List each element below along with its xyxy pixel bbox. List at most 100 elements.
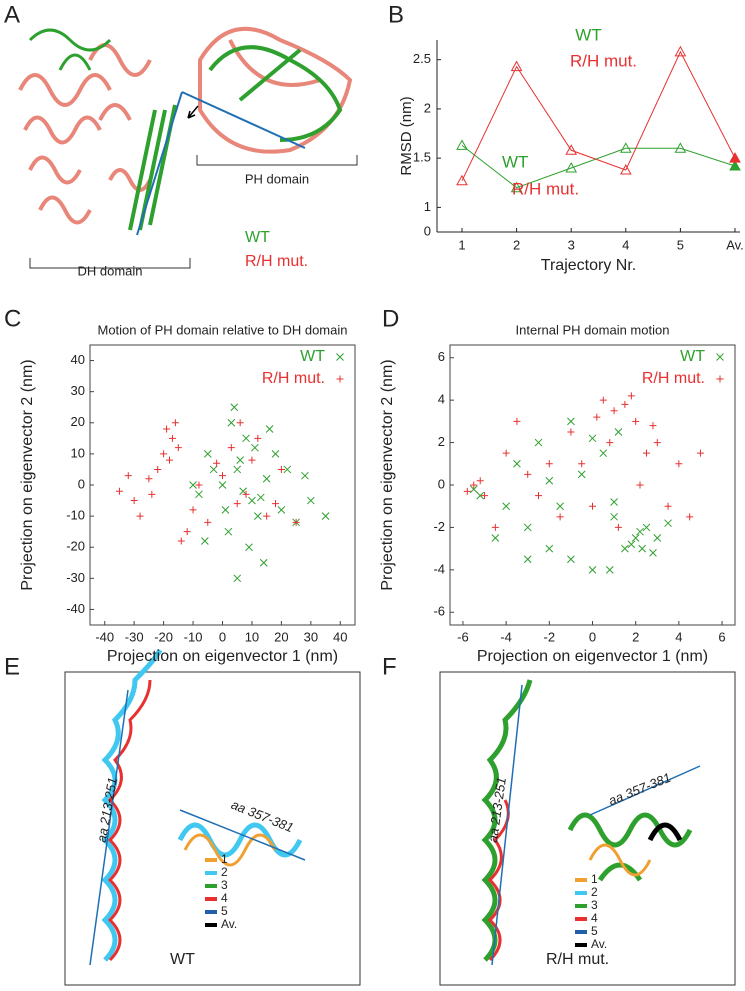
scatter-point (218, 481, 227, 489)
y-axis-label: Projection on eigenvector 2 (nm) (379, 359, 396, 590)
legend-label: WT (680, 348, 705, 365)
scatter-point (696, 449, 704, 457)
scatter-point (160, 450, 168, 458)
x-tick-label: 1 (458, 237, 465, 252)
scatter-point (636, 527, 644, 536)
data-point (674, 45, 687, 57)
scatter-point (221, 506, 230, 514)
helix-sketch (101, 648, 693, 962)
scatter-point (605, 565, 614, 574)
scatter-point (621, 544, 629, 553)
domain-label: DH domain (77, 263, 142, 278)
scatter-point (253, 512, 262, 520)
scatter-point (306, 496, 315, 505)
y-tick-label: -10 (66, 508, 85, 523)
y-tick-label: 10 (71, 445, 85, 460)
scatter-point (204, 518, 212, 526)
x-tick-label: 4 (675, 629, 682, 644)
scatter-point (593, 413, 601, 421)
y-tick-label: 1.5 (413, 150, 431, 165)
x-tick-label: -6 (457, 629, 469, 644)
scatter-point (321, 512, 330, 520)
scatter-point (154, 465, 162, 473)
scatter-point (301, 471, 309, 480)
y-tick-label: -30 (66, 570, 85, 585)
y-tick-label: 0 (78, 476, 85, 491)
legend-label: WT (245, 229, 270, 246)
y-tick-label: 0 (438, 476, 445, 491)
scatter-point (610, 512, 618, 521)
scatter-point (236, 456, 245, 464)
panel-box (439, 671, 736, 986)
scatter-point (513, 417, 521, 425)
scatter-point (171, 419, 179, 427)
scatter-point (513, 459, 521, 468)
series-line (461, 144, 736, 189)
legend-label: WT (575, 25, 601, 44)
x-axis-label: Projection on eigenvector 1 (nm) (107, 648, 338, 665)
scatter-point (115, 487, 123, 495)
origin-label: 0 (424, 223, 431, 238)
scatter-point (649, 422, 657, 430)
scatter-point (233, 574, 242, 583)
scatter-point (272, 500, 279, 508)
data-point (729, 160, 741, 171)
scatter-point (336, 353, 344, 361)
scatter-point (189, 481, 197, 489)
scatter-point (242, 490, 250, 498)
y-tick-label: 30 (71, 383, 85, 398)
data-point (565, 161, 578, 173)
data-point (619, 163, 632, 175)
scatter-point (664, 519, 672, 528)
scatter-point (716, 375, 724, 383)
scatter-point (627, 540, 636, 549)
x-tick-label: 2 (513, 237, 520, 252)
panel-label: A (4, 1, 20, 28)
legend-label: 1 (221, 852, 228, 866)
panel-label: C (4, 305, 21, 332)
x-tick-label: 20 (274, 629, 288, 644)
x-tick-label: -20 (154, 629, 173, 644)
scatter-point (470, 481, 478, 489)
scatter-point (534, 438, 543, 447)
domain-label: PH domain (245, 171, 309, 186)
scatter-point (502, 502, 510, 511)
scatter-point (577, 470, 586, 479)
scatter-point (336, 375, 344, 383)
scatter-point (195, 481, 203, 489)
scatter-point (638, 544, 647, 553)
x-tick-label: 10 (245, 629, 259, 644)
legend-label: R/H mut. (262, 370, 325, 387)
y-axis-label: Projection on eigenvector 2 (nm) (19, 359, 36, 590)
legend-label: R/H mut. (245, 253, 308, 270)
scatter-point (469, 485, 478, 494)
scatter-point (233, 500, 241, 508)
scatter-point (174, 444, 182, 452)
y-tick-label: -4 (433, 561, 445, 576)
x-tick-label: Av. (726, 237, 744, 252)
y-tick-label: -6 (433, 604, 445, 619)
helix-label: aa 357-381 (606, 770, 673, 809)
scatter-point (535, 492, 543, 500)
legend-label: 5 (591, 924, 598, 938)
scatter-point (203, 450, 212, 458)
scatter-point (631, 534, 640, 542)
x-axis-label: Trajectory Nr. (541, 257, 636, 274)
scatter-point (545, 476, 554, 485)
scatter-point (606, 439, 614, 447)
structure-a (18, 26, 358, 269)
x-tick-label: 2 (632, 629, 639, 644)
data-point (510, 181, 523, 193)
y-axis-label: RMSD (nm) (398, 96, 415, 175)
scatter-point (491, 534, 500, 542)
scatter-point (523, 555, 532, 564)
scatter-point (476, 477, 484, 485)
scatter-point (642, 449, 650, 457)
data-point (674, 142, 687, 153)
legend-label: 2 (221, 865, 228, 879)
data-point (565, 144, 578, 155)
x-tick-label: 6 (718, 629, 725, 644)
scatter-point (556, 502, 564, 511)
x-tick-label: 0 (589, 629, 596, 644)
x-tick-label: -2 (544, 629, 556, 644)
